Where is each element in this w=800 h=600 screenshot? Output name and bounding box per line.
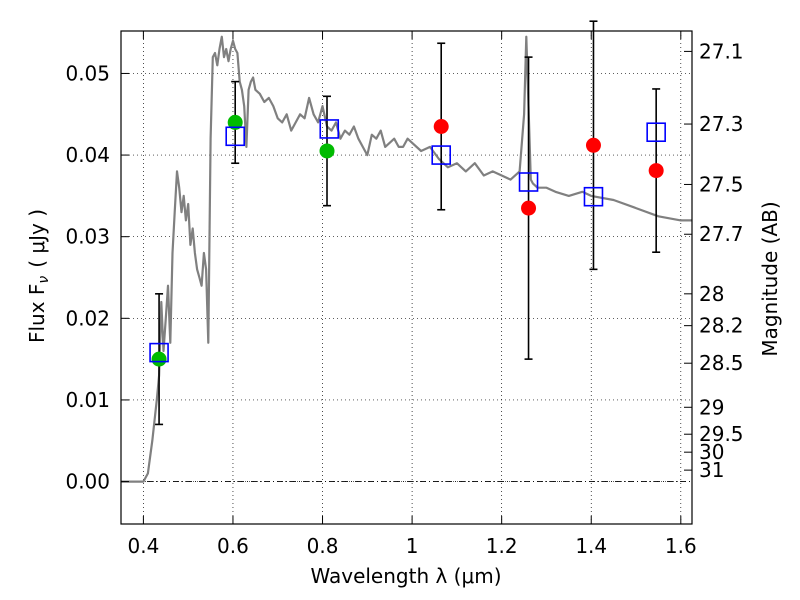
right-y-tick-label: 28.5: [699, 351, 744, 375]
right-y-tick-label: 28.2: [699, 314, 744, 338]
plot-frame: [120, 30, 693, 525]
right-y-tick-label: 27.1: [699, 39, 744, 63]
x-axis-label: Wavelength λ (μm): [310, 564, 501, 588]
model-spectrum-line: [121, 35, 692, 483]
y-axis-label: Flux Fν ( μJy ): [25, 209, 52, 343]
x-tick-label: 1: [406, 534, 419, 558]
y-tick-label: 0.00: [65, 470, 110, 494]
error-bars-group: [155, 20, 661, 426]
y-tick-label: 0.02: [65, 306, 110, 330]
x-tick-label: 0.6: [217, 534, 249, 558]
synthetic-point: [646, 122, 666, 143]
y-axis-label-unit: ( μJy ): [25, 209, 49, 268]
synthetic-points-group: [149, 119, 666, 363]
right-y-tick-label: 28: [699, 282, 724, 306]
right-y-tick-label: 30: [699, 440, 724, 464]
x-tick-label: 0.4: [127, 534, 159, 558]
observed-point: [151, 351, 167, 367]
y-tick-label: 0.04: [65, 143, 110, 167]
y-axis-label-subscript: ν: [36, 276, 52, 284]
right-y-tick-label: 27.7: [699, 222, 744, 246]
observed-point: [227, 114, 243, 130]
right-y-tick-label: 27.3: [699, 112, 744, 136]
axis-ticks: 0.4 0.6 0.8 1 1.2 1.4 1.6 0.00 0.01 0.02 0.03 0.04 0…: [65, 31, 744, 558]
right-y-tick-label: 27.5: [699, 172, 744, 196]
right-y-tick-label: 29.5: [699, 422, 744, 446]
right-y-tick-label: 31: [699, 458, 724, 482]
model-spectrum-group: [121, 35, 692, 483]
synthetic-point: [149, 342, 169, 363]
y-axis-label-main: Flux F: [25, 284, 49, 343]
observed-point: [319, 143, 335, 159]
right-y-tick-label: 29: [699, 395, 724, 419]
observed-point: [585, 137, 601, 153]
observed-point: [433, 118, 449, 134]
synthetic-point: [518, 172, 539, 192]
x-tick-label: 1.2: [486, 534, 518, 558]
y-tick-label: 0.01: [65, 388, 110, 412]
y-tick-label: 0.03: [65, 225, 110, 249]
synthetic-point: [431, 145, 452, 165]
x-tick-label: 1.6: [665, 534, 697, 558]
x-tick-label: 1.4: [575, 534, 607, 558]
x-tick-label: 0.8: [307, 534, 339, 558]
synthetic-point: [583, 186, 604, 207]
observed-point: [521, 200, 537, 216]
synthetic-point: [225, 126, 245, 147]
observed-point: [648, 163, 664, 179]
y-tick-label: 0.05: [65, 61, 110, 85]
synthetic-point: [319, 119, 340, 139]
observed-points-group: [151, 114, 664, 367]
right-axis-label: Magnitude (AB): [758, 201, 782, 356]
